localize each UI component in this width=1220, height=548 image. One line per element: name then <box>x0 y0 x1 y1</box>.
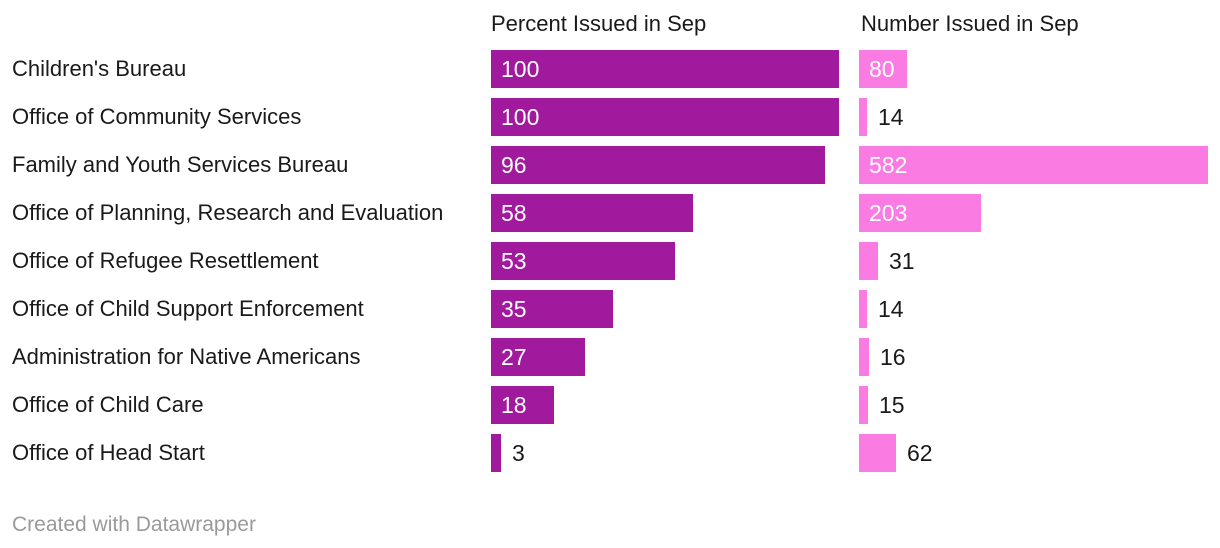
number-bar: 203 <box>859 194 981 232</box>
bar-value-label: 203 <box>869 200 908 226</box>
chart-row: Office of Child Care 18 15 <box>0 386 1220 424</box>
row-label: Children's Bureau <box>12 56 187 81</box>
bar-value-label: 15 <box>879 392 905 418</box>
bar-value-label: 100 <box>501 56 540 82</box>
chart-row: Children's Bureau 100 80 <box>0 50 1220 88</box>
number-bar: 582 <box>859 146 1208 184</box>
bar-value-label: 14 <box>878 104 904 130</box>
bar-value-label: 18 <box>501 392 527 418</box>
bar-value-label: 3 <box>512 440 525 466</box>
row-label: Office of Community Services <box>12 104 302 129</box>
bar-value-label: 582 <box>869 152 908 178</box>
row-label: Office of Child Support Enforcement <box>12 296 364 321</box>
bar-value-label: 62 <box>907 440 933 466</box>
number-bar <box>859 98 867 136</box>
chart-row: Family and Youth Services Bureau 96 582 <box>0 146 1220 184</box>
number-bar <box>859 386 868 424</box>
number-bar: 80 <box>859 50 907 88</box>
row-label: Office of Planning, Research and Evaluat… <box>12 200 444 225</box>
percent-bar: 27 <box>491 338 585 376</box>
chart-row: Office of Refugee Resettlement 53 31 <box>0 242 1220 280</box>
chart-row: Office of Planning, Research and Evaluat… <box>0 194 1220 232</box>
row-label: Office of Head Start <box>12 440 205 465</box>
bar-value-label: 53 <box>501 248 527 274</box>
row-label: Administration for Native Americans <box>12 344 361 369</box>
column-header-number: Number Issued in Sep <box>861 11 1079 36</box>
chart-row: Office of Head Start 3 62 <box>0 434 1220 472</box>
column-header-percent: Percent Issued in Sep <box>491 11 707 36</box>
number-bar <box>859 338 869 376</box>
bar-value-label: 80 <box>869 56 895 82</box>
percent-bar <box>491 434 501 472</box>
rows: Children's Bureau 100 80 Office of Communit… <box>0 50 1220 472</box>
chart-row: Office of Child Support Enforcement 35 14 <box>0 290 1220 328</box>
percent-bar: 58 <box>491 194 693 232</box>
bar-value-label: 31 <box>889 248 915 274</box>
percent-bar: 18 <box>491 386 554 424</box>
datawrapper-credit: Created with Datawrapper <box>12 513 256 536</box>
number-bar <box>859 290 867 328</box>
row-label: Family and Youth Services Bureau <box>12 152 349 177</box>
bar-value-label: 14 <box>878 296 904 322</box>
percent-bar: 53 <box>491 242 675 280</box>
bar-value-label: 96 <box>501 152 527 178</box>
percent-bar: 96 <box>491 146 825 184</box>
row-label: Office of Child Care <box>12 392 204 417</box>
row-label: Office of Refugee Resettlement <box>12 248 319 273</box>
percent-bar: 100 <box>491 50 839 88</box>
chart-row: Office of Community Services 100 14 <box>0 98 1220 136</box>
chart-row: Administration for Native Americans 27 16 <box>0 338 1220 376</box>
bar-value-label: 100 <box>501 104 540 130</box>
bar-value-label: 35 <box>501 296 527 322</box>
number-bar <box>859 242 878 280</box>
bar-value-label: 16 <box>880 344 906 370</box>
percent-bar: 100 <box>491 98 839 136</box>
percent-bar: 35 <box>491 290 613 328</box>
bar-value-label: 27 <box>501 344 527 370</box>
number-bar <box>859 434 896 472</box>
bar-value-label: 58 <box>501 200 527 226</box>
